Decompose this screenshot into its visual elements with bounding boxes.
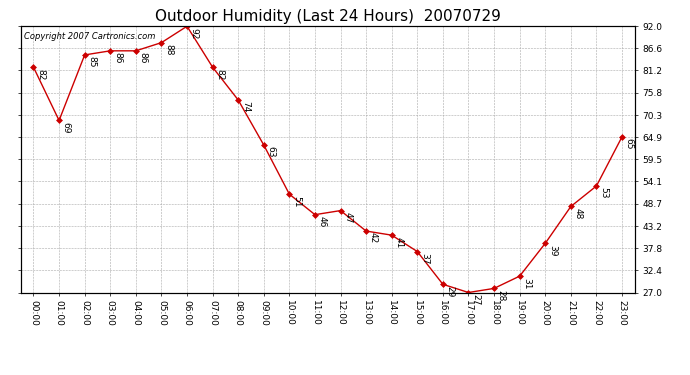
Text: 65: 65 <box>624 138 634 150</box>
Title: Outdoor Humidity (Last 24 Hours)  20070729: Outdoor Humidity (Last 24 Hours) 2007072… <box>155 9 501 24</box>
Text: 42: 42 <box>369 232 378 244</box>
Text: 39: 39 <box>548 245 557 256</box>
Text: 27: 27 <box>471 294 480 305</box>
Text: 82: 82 <box>215 69 224 80</box>
Text: 48: 48 <box>573 208 582 219</box>
Text: 41: 41 <box>395 237 404 248</box>
Text: 51: 51 <box>292 196 301 207</box>
Text: 82: 82 <box>37 69 46 80</box>
Text: 31: 31 <box>522 278 531 289</box>
Text: 88: 88 <box>164 44 173 55</box>
Text: 86: 86 <box>139 52 148 64</box>
Text: 28: 28 <box>497 290 506 301</box>
Text: 92: 92 <box>190 28 199 39</box>
Text: 74: 74 <box>241 101 250 113</box>
Text: 46: 46 <box>317 216 327 227</box>
Text: 69: 69 <box>62 122 71 134</box>
Text: 86: 86 <box>113 52 122 64</box>
Text: 47: 47 <box>344 212 353 223</box>
Text: 53: 53 <box>599 188 608 199</box>
Text: 85: 85 <box>88 56 97 68</box>
Text: Copyright 2007 Cartronics.com: Copyright 2007 Cartronics.com <box>23 32 155 40</box>
Text: 29: 29 <box>446 286 455 297</box>
Text: 63: 63 <box>266 146 275 158</box>
Text: 37: 37 <box>420 253 429 264</box>
